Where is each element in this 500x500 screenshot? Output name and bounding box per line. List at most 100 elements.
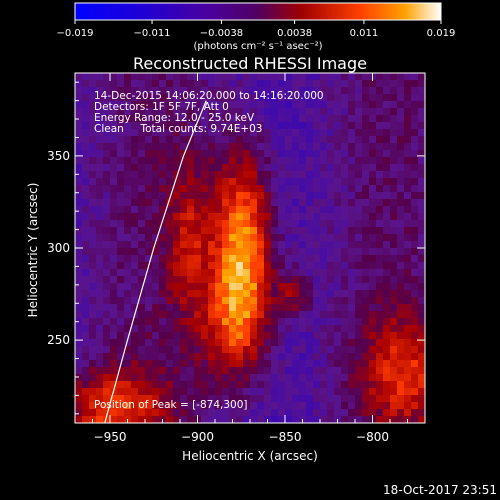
heatmap-cell bbox=[362, 360, 370, 368]
heatmap-cell bbox=[82, 80, 90, 88]
heatmap-cell bbox=[208, 255, 216, 263]
heatmap-cell bbox=[103, 80, 111, 88]
heatmap-cell bbox=[180, 388, 188, 396]
heatmap-cell bbox=[145, 346, 153, 354]
heatmap-cell bbox=[418, 339, 425, 347]
heatmap-cell bbox=[208, 402, 216, 410]
heatmap-cell bbox=[264, 283, 272, 291]
heatmap-cell bbox=[404, 290, 412, 298]
heatmap-cell bbox=[334, 325, 342, 333]
heatmap-cell bbox=[334, 311, 342, 319]
heatmap-cell bbox=[285, 227, 293, 235]
heatmap-cell bbox=[362, 178, 370, 186]
heatmap-cell bbox=[208, 325, 216, 333]
heatmap-cell bbox=[271, 87, 279, 95]
heatmap-cell bbox=[124, 115, 132, 123]
heatmap-cell bbox=[229, 304, 237, 312]
heatmap-cell bbox=[222, 192, 230, 200]
heatmap-cell bbox=[166, 388, 174, 396]
heatmap-cell bbox=[166, 101, 174, 109]
heatmap-cell bbox=[166, 353, 174, 361]
heatmap-cell bbox=[257, 318, 265, 326]
heatmap-cell bbox=[145, 409, 153, 417]
heatmap-cell bbox=[292, 339, 300, 347]
heatmap-cell bbox=[131, 395, 139, 403]
heatmap-cell bbox=[355, 80, 363, 88]
heatmap-cell bbox=[376, 353, 384, 361]
heatmap-cell bbox=[96, 325, 104, 333]
heatmap-cell bbox=[173, 94, 181, 102]
heatmap-cell bbox=[313, 374, 321, 382]
heatmap-cell bbox=[341, 262, 349, 270]
heatmap-cell bbox=[348, 241, 356, 249]
heatmap-cell bbox=[418, 276, 425, 284]
heatmap-cell bbox=[96, 262, 104, 270]
heatmap-cell bbox=[271, 157, 279, 165]
heatmap-cell bbox=[194, 325, 202, 333]
heatmap-cell bbox=[341, 220, 349, 228]
heatmap-cell bbox=[194, 143, 202, 151]
heatmap-cell bbox=[138, 157, 146, 165]
heatmap-cell bbox=[117, 367, 125, 375]
heatmap-cell bbox=[138, 283, 146, 291]
heatmap-cell bbox=[418, 157, 425, 165]
heatmap-cell bbox=[110, 234, 118, 242]
heatmap-cell bbox=[334, 185, 342, 193]
heatmap-cell bbox=[418, 332, 425, 340]
heatmap-cell bbox=[208, 234, 216, 242]
heatmap-cell bbox=[236, 290, 244, 298]
heatmap-cell bbox=[292, 290, 300, 298]
heatmap-cell bbox=[376, 199, 384, 207]
heatmap-cell bbox=[194, 395, 202, 403]
heatmap-cell bbox=[82, 416, 90, 423]
heatmap-cell bbox=[103, 206, 111, 214]
heatmap-cell bbox=[131, 129, 139, 137]
heatmap-cell bbox=[138, 108, 146, 116]
heatmap-cell bbox=[376, 227, 384, 235]
heatmap-cell bbox=[229, 234, 237, 242]
heatmap-cell bbox=[243, 367, 251, 375]
heatmap-cell bbox=[327, 325, 335, 333]
heatmap-cell bbox=[236, 206, 244, 214]
heatmap-cell bbox=[117, 220, 125, 228]
heatmap-cell bbox=[75, 388, 83, 396]
heatmap-cell bbox=[201, 178, 209, 186]
heatmap-cell bbox=[306, 283, 314, 291]
heatmap-cell bbox=[208, 213, 216, 221]
heatmap-cell bbox=[341, 206, 349, 214]
heatmap-cell bbox=[110, 129, 118, 137]
heatmap-cell bbox=[96, 185, 104, 193]
heatmap-cell bbox=[82, 374, 90, 382]
heatmap-cell bbox=[334, 318, 342, 326]
heatmap-cell bbox=[320, 395, 328, 403]
heatmap-cell bbox=[194, 360, 202, 368]
heatmap-cell bbox=[180, 325, 188, 333]
heatmap-cell bbox=[299, 255, 307, 263]
heatmap-cell bbox=[110, 283, 118, 291]
heatmap-cell bbox=[138, 290, 146, 298]
heatmap-cell bbox=[306, 255, 314, 263]
heatmap-cell bbox=[383, 150, 391, 158]
heatmap-cell bbox=[376, 346, 384, 354]
heatmap-cell bbox=[103, 122, 111, 130]
heatmap-cell bbox=[201, 143, 209, 151]
heatmap-cell bbox=[334, 227, 342, 235]
heatmap-cell bbox=[292, 241, 300, 249]
heatmap-cell bbox=[145, 374, 153, 382]
heatmap-cell bbox=[152, 164, 160, 172]
heatmap-cell bbox=[250, 381, 258, 389]
heatmap-cell bbox=[383, 339, 391, 347]
heatmap-cell bbox=[222, 255, 230, 263]
heatmap-cell bbox=[271, 122, 279, 130]
heatmap-cell bbox=[103, 346, 111, 354]
heatmap-cell bbox=[327, 122, 335, 130]
heatmap-cell bbox=[348, 115, 356, 123]
heatmap-cell bbox=[96, 213, 104, 221]
heatmap-cell bbox=[110, 402, 118, 410]
heatmap-cell bbox=[229, 325, 237, 333]
heatmap-cell bbox=[285, 318, 293, 326]
heatmap-cell bbox=[75, 241, 83, 249]
heatmap-cell bbox=[103, 290, 111, 298]
heatmap-cell bbox=[418, 171, 425, 179]
heatmap-cell bbox=[355, 87, 363, 95]
